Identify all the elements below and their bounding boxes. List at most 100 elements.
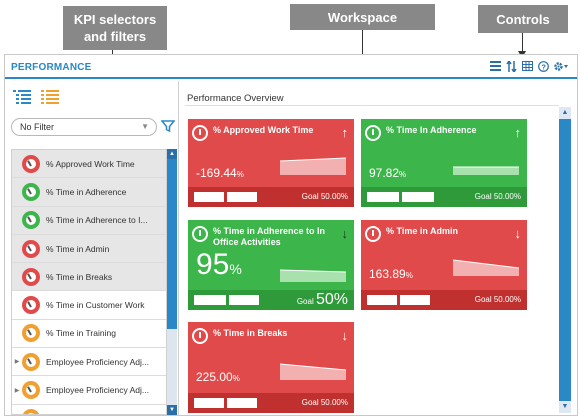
filter-dropdown-value: No Filter <box>20 122 55 132</box>
sort-icon[interactable] <box>505 60 517 72</box>
callout-controls-pointer <box>522 33 523 53</box>
tile-value: -169.44% <box>196 166 244 180</box>
kpi-list-item[interactable]: % Time in Training <box>12 320 166 349</box>
list-view-icon[interactable] <box>41 89 59 105</box>
sparkline <box>453 166 519 175</box>
tile-title: % Time In Adherence <box>386 125 477 135</box>
gauge-icon <box>22 182 40 201</box>
kpi-list-item-label: Employee Proficiency A... <box>46 413 142 414</box>
tile-goal: Goal 50.00% <box>474 192 521 201</box>
kpi-list-item-label: % Time in Breaks <box>46 271 113 282</box>
svg-text:?: ? <box>541 62 546 71</box>
trend-up-icon: ↑ <box>514 125 522 140</box>
tile-title: % Time in Admin <box>386 226 459 236</box>
scrollbar-thumb[interactable] <box>167 159 177 329</box>
gauge-icon <box>365 226 381 242</box>
kpi-list-item[interactable]: ▶Employee Proficiency A... <box>12 405 166 414</box>
kpi-list-item-label: % Time in Admin <box>46 243 110 254</box>
kpi-tile-approved-work-time[interactable]: % Approved Work Time ↑ -169.44% Goal 50.… <box>188 119 354 207</box>
performance-app: PERFORMANCE ? <box>4 54 578 416</box>
chevron-down-icon: ▼ <box>141 122 149 131</box>
gauge-icon <box>22 239 40 258</box>
scroll-down-icon[interactable]: ▼ <box>559 401 571 413</box>
kpi-list-item[interactable]: % Time in Adherence <box>12 178 166 207</box>
gauge-icon <box>192 125 208 141</box>
kpi-list-item[interactable]: % Time in Admin <box>12 234 166 264</box>
tile-value: 95% <box>196 250 242 284</box>
progress-bars <box>194 295 259 305</box>
tree-view-icon[interactable] <box>13 89 31 105</box>
kpi-list-item[interactable]: % Approved Work Time <box>12 150 166 179</box>
filter-dropdown[interactable]: No Filter ▼ <box>11 118 157 136</box>
progress-bars <box>194 192 257 202</box>
tile-footer: Goal 50.00% <box>188 393 354 413</box>
scroll-up-icon[interactable]: ▲ <box>167 149 177 159</box>
kpi-list-item[interactable]: % Time in Adherence to I... <box>12 206 166 235</box>
kpi-tile-time-in-adherence[interactable]: % Time In Adherence ↑ 97.82% Goal 50.00% <box>361 119 527 207</box>
gauge-icon <box>22 267 40 286</box>
scroll-down-icon[interactable]: ▼ <box>167 405 177 415</box>
kpi-list-item-label: % Approved Work Time <box>46 158 135 169</box>
filter-icon[interactable] <box>160 119 176 133</box>
tile-value-unit: % <box>236 170 244 179</box>
expand-caret-icon[interactable]: ▶ <box>14 387 20 394</box>
kpi-tile-time-in-breaks[interactable]: % Time in Breaks ↓ 225.00% Goal 50.00% <box>188 322 354 413</box>
sparkline <box>453 259 519 276</box>
trend-down-icon: ↓ <box>514 226 522 241</box>
help-icon[interactable]: ? <box>537 60 549 72</box>
progress-bars <box>194 398 257 408</box>
gauge-icon <box>192 226 208 242</box>
tile-value: 225.00% <box>196 370 240 384</box>
kpi-list: % Approved Work Time % Time in Adherence%… <box>11 149 167 415</box>
tile-value: 97.82% <box>369 166 406 180</box>
tile-value-unit: % <box>232 374 240 383</box>
tile-footer: Goal 50.00% <box>361 290 527 310</box>
workspace-scrollbar[interactable]: ▲ ▼ <box>559 107 571 413</box>
progress-bars <box>367 192 434 202</box>
kpi-list-item[interactable]: % Time in Customer Work <box>12 291 166 320</box>
trend-down-icon: ↓ <box>341 226 349 241</box>
app-header: PERFORMANCE ? <box>5 55 577 79</box>
tile-value: 163.89% <box>369 267 413 281</box>
gauge-icon <box>22 154 40 173</box>
kpi-list-item[interactable]: ▶ Employee Proficiency Adj... <box>12 376 166 405</box>
kpi-list-item-label: % Time in Customer Work <box>46 300 145 311</box>
gauge-icon <box>192 328 208 344</box>
tile-title: % Approved Work Time <box>213 125 314 135</box>
gauge-icon <box>22 296 40 315</box>
sparkline <box>280 363 346 380</box>
tile-goal: Goal 50.00% <box>474 295 521 304</box>
tile-value-number: 163.89 <box>369 267 406 281</box>
table-icon[interactable] <box>521 60 533 72</box>
tile-value-unit: % <box>405 271 413 280</box>
kpi-list-item-label: % Time in Adherence to I... <box>46 215 148 226</box>
trend-down-icon: ↓ <box>341 328 349 343</box>
kpi-list-scrollbar[interactable]: ▲ ▼ <box>167 149 177 415</box>
tile-value-unit: % <box>399 170 407 179</box>
callout-controls: Controls <box>478 5 568 33</box>
callout-workspace: Workspace <box>290 4 435 30</box>
kpi-list-item[interactable]: % Time in Breaks <box>12 263 166 292</box>
expand-caret-icon[interactable]: ▶ <box>14 359 20 366</box>
gauge-icon <box>22 409 40 414</box>
gauge-icon <box>365 125 381 141</box>
tile-value-number: 95 <box>196 248 230 281</box>
kpi-tile-time-in-admin[interactable]: % Time in Admin ↓ 163.89% Goal 50.00% <box>361 220 527 310</box>
tile-goal-label: Goal <box>296 297 314 306</box>
grid-view-icon[interactable] <box>489 60 501 72</box>
kpi-list-item[interactable]: ▶ Employee Proficiency Adj... <box>12 348 166 377</box>
scroll-up-icon[interactable]: ▲ <box>559 107 571 119</box>
tile-footer: Goal 50% <box>188 290 354 310</box>
trend-up-icon: ↑ <box>341 125 349 140</box>
kpi-list-item-label: % Time in Adherence <box>46 186 127 197</box>
sparkline <box>280 157 346 175</box>
settings-icon[interactable] <box>553 60 569 72</box>
sparkline <box>280 269 346 282</box>
tile-footer: Goal 50.00% <box>361 187 527 207</box>
kpi-list-item-label: Employee Proficiency Adj... <box>46 385 149 396</box>
tile-goal: Goal 50.00% <box>301 192 348 201</box>
tile-title: % Time in Breaks <box>213 328 288 338</box>
tile-goal: Goal 50% <box>297 291 348 309</box>
kpi-tile-adherence-office[interactable]: % Time in Adherence to In Office Activit… <box>188 220 354 310</box>
callout-kpi-selectors: KPI selectors and filters <box>63 6 167 50</box>
